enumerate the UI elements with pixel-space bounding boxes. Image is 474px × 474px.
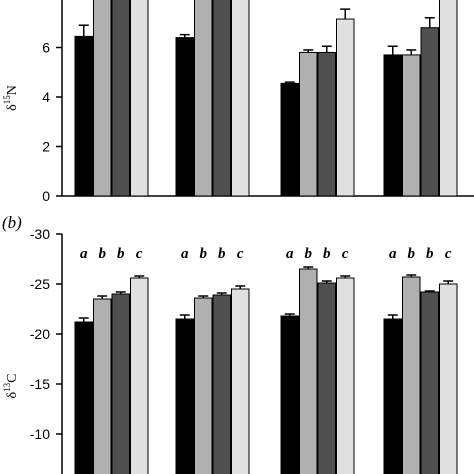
panel-b-letter: c — [342, 246, 349, 262]
panel-b-letter: a — [389, 246, 397, 262]
panel-a-bar — [212, 0, 231, 197]
panel-a-bar — [439, 0, 458, 197]
panel-a-bar — [194, 0, 213, 197]
panel-a-y-ticks: 0 2 4 6 — [42, 40, 62, 204]
panel-b-bar — [280, 315, 299, 474]
panel-b-y-ticks: -30 -25 -20 -15 -10 — [30, 226, 62, 442]
panel-b-label: (b) — [2, 213, 22, 232]
panel-b-bar — [175, 318, 194, 474]
panel-b-bar — [93, 298, 112, 474]
panel-b-bar — [420, 291, 439, 474]
panel-b-bars — [74, 266, 458, 474]
panel-b-y-tick-label: -10 — [30, 426, 50, 442]
panel-b-letter: b — [408, 246, 416, 262]
panel-b-bar — [402, 276, 421, 474]
panel-b-letter: c — [136, 246, 143, 262]
panel-b-bar — [383, 318, 402, 474]
panel-b-letter: b — [99, 246, 107, 262]
panel-a-bar — [111, 0, 130, 197]
panel-a-y-tick-label: 0 — [42, 188, 50, 204]
panel-a-y-tick-label: 2 — [42, 139, 50, 155]
panel-b-bar — [194, 297, 213, 474]
panel-b-bar — [212, 294, 231, 474]
panel-b-letter: b — [218, 246, 226, 262]
panel-b-bar — [130, 277, 149, 474]
panel-b-bar — [111, 293, 130, 474]
panel-a-bar — [317, 51, 336, 197]
panel-b-letter: c — [237, 246, 244, 262]
panel-b-y-tick-label: -15 — [30, 376, 50, 392]
panel-b-bar — [439, 283, 458, 474]
panel-b-y-tick-label: -25 — [30, 276, 50, 292]
panel-a-bar — [402, 54, 421, 197]
panel-a-bar — [420, 27, 439, 197]
panel-b-letter: b — [426, 246, 434, 262]
panel-a-bar — [231, 0, 250, 197]
panel-a-y-axis-label: δ15N — [2, 85, 20, 111]
panel-a-bar — [336, 18, 355, 197]
panel-b-bar — [231, 288, 250, 474]
panel-a-nitrogen: δ15N 0 2 4 6 — [2, 0, 474, 204]
panel-a-bar — [299, 51, 318, 197]
panel-a-bar — [93, 0, 112, 197]
panel-a-bar — [280, 82, 299, 197]
panel-a-bars — [74, 0, 458, 197]
panel-a-bar — [130, 0, 149, 197]
panel-b-letter: a — [80, 246, 88, 262]
panel-b-letter: b — [117, 246, 125, 262]
panel-a-y-tick-label: 6 — [42, 40, 50, 56]
panel-b-letter: c — [445, 246, 452, 262]
panel-b-letter: b — [323, 246, 331, 262]
panel-a-bar — [175, 37, 194, 197]
panel-b-y-tick-label: -30 — [30, 226, 50, 242]
panel-b-y-axis-label: δ13C — [2, 374, 20, 399]
panel-b-bar — [317, 282, 336, 474]
panel-a-bar — [383, 54, 402, 197]
panel-b-letter: b — [305, 246, 313, 262]
panel-b-y-tick-label: -20 — [30, 326, 50, 342]
panel-b-letter: b — [200, 246, 208, 262]
panel-a-bar — [74, 35, 93, 197]
panel-b-letter: a — [286, 246, 294, 262]
panel-b-bar — [336, 277, 355, 474]
panel-a-y-tick-label: 4 — [42, 89, 50, 105]
panel-b-bar — [299, 268, 318, 474]
panel-b-bar — [74, 321, 93, 474]
panel-b-letter: a — [181, 246, 189, 262]
